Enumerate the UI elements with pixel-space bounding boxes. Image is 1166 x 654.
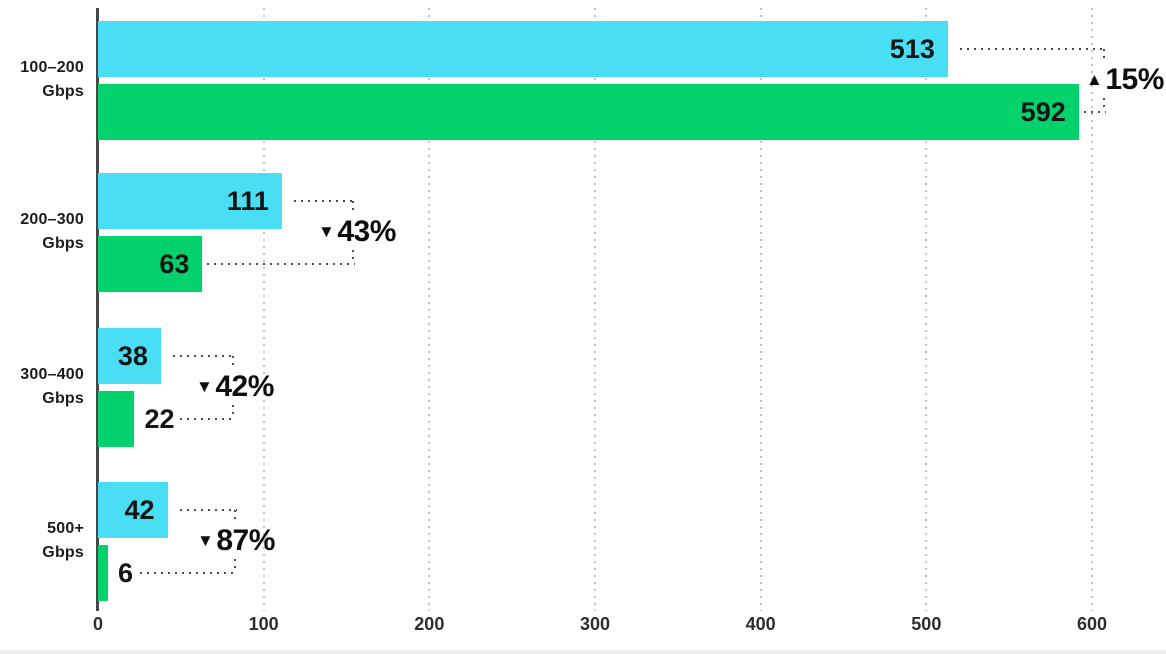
gridline <box>759 8 762 611</box>
x-tick-label: 600 <box>1076 614 1108 634</box>
annotation-line <box>139 571 237 574</box>
gridline <box>428 8 431 611</box>
triangle-up-icon: ▲ <box>1086 70 1103 89</box>
page-edge <box>0 650 1166 654</box>
annotation-line <box>234 558 236 573</box>
bar-value-label: 42 <box>124 494 155 525</box>
pct-value: 42% <box>215 370 274 403</box>
bar-value-label: 63 <box>159 248 190 279</box>
x-tick-label: 300 <box>579 614 611 634</box>
category-range: 300–400 <box>20 366 84 383</box>
annotation-line <box>959 47 1106 50</box>
annotation-line <box>180 417 235 420</box>
pct-change-label: ▼ 87% <box>197 522 275 560</box>
x-tick-label: 400 <box>745 614 776 634</box>
bar-value-label: 22 <box>144 403 175 434</box>
gridline <box>594 8 596 611</box>
annotation-line <box>352 249 354 264</box>
bar-series-1 <box>98 20 948 77</box>
category-range: 100–200 <box>20 59 84 76</box>
triangle-down-icon: ▼ <box>196 377 213 396</box>
gridline <box>925 8 928 611</box>
gridline <box>262 8 265 611</box>
annotation-line <box>352 200 354 215</box>
category-range: 500+ <box>47 520 84 537</box>
bar-value-label: 6 <box>117 557 133 588</box>
pct-change-label: ▲ 15% <box>1086 61 1164 99</box>
bar-series-1 <box>98 327 161 384</box>
annotation-line <box>207 262 355 265</box>
annotation-line <box>232 404 234 419</box>
bar-value-label: 38 <box>117 340 148 371</box>
annotation-line <box>172 354 235 357</box>
pct-value: 87% <box>216 524 275 557</box>
bar-value-label: 111 <box>226 185 269 216</box>
bar-series-1 <box>98 481 168 538</box>
bar-series-1 <box>98 172 282 229</box>
category-label: 200–300 Gbps <box>0 208 84 256</box>
pct-value: 43% <box>337 215 396 248</box>
annotation-line <box>1103 97 1105 112</box>
pct-change-label: ▼ 42% <box>196 368 274 406</box>
bar-series-2 <box>98 83 1079 140</box>
gridline <box>1091 8 1093 611</box>
bar-value-label: 513 <box>889 33 935 64</box>
bar-value-label: 592 <box>1020 96 1066 127</box>
pct-change-label: ▼ 43% <box>318 213 396 251</box>
category-label: 300–400 Gbps <box>0 363 84 411</box>
category-unit: Gbps <box>42 390 84 407</box>
x-tick-label: 500 <box>911 614 942 634</box>
annotation-line <box>293 199 355 202</box>
pct-value: 15% <box>1105 63 1164 96</box>
y-axis-line <box>96 8 99 611</box>
annotation-line <box>232 355 234 370</box>
triangle-down-icon: ▼ <box>318 222 335 241</box>
annotation-line <box>1083 110 1106 113</box>
x-tick-label: 200 <box>414 614 445 634</box>
bar-series-2 <box>98 390 135 447</box>
category-unit: Gbps <box>42 83 84 100</box>
annotation-line <box>234 509 236 524</box>
triangle-down-icon: ▼ <box>197 531 214 550</box>
bar-series-2 <box>98 235 203 292</box>
category-unit: Gbps <box>42 235 84 252</box>
x-tick-label: 100 <box>248 614 279 634</box>
annotation-line <box>179 508 237 511</box>
annotation-line <box>1103 48 1105 63</box>
category-label: 100–200 Gbps <box>0 56 84 104</box>
bar-series-2 <box>98 544 108 601</box>
category-unit: Gbps <box>42 544 84 561</box>
category-label: 500+ Gbps <box>0 517 84 565</box>
x-tick-label: 0 <box>92 614 103 634</box>
category-range: 200–300 <box>20 211 84 228</box>
